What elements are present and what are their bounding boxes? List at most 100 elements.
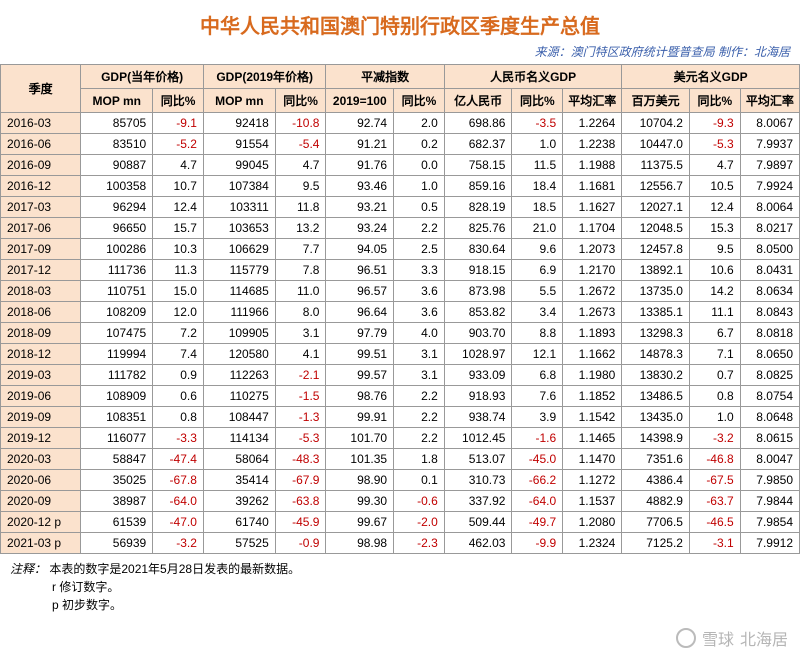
data-cell: 14398.9 [622, 428, 690, 449]
data-cell: 1.1893 [563, 323, 622, 344]
data-cell: 107384 [203, 176, 275, 197]
table-row: 2017-039629412.410331111.893.210.5828.19… [1, 197, 800, 218]
data-cell: 1.1627 [563, 197, 622, 218]
data-cell: 7.9937 [740, 134, 799, 155]
data-cell: 12048.5 [622, 218, 690, 239]
data-cell: 3.1 [275, 323, 326, 344]
data-cell: 4882.9 [622, 491, 690, 512]
data-cell: 8.0754 [740, 386, 799, 407]
data-cell: 114685 [203, 281, 275, 302]
col-header: 平减指数 [326, 65, 444, 89]
data-cell: 7125.2 [622, 533, 690, 554]
data-cell: 12457.8 [622, 239, 690, 260]
period-cell: 2018-03 [1, 281, 81, 302]
data-cell: 0.8 [689, 386, 740, 407]
data-cell: 825.76 [444, 218, 512, 239]
data-cell: 0.7 [689, 365, 740, 386]
data-cell: 7.9897 [740, 155, 799, 176]
period-cell: 2019-12 [1, 428, 81, 449]
data-cell: 1.1988 [563, 155, 622, 176]
data-cell: 93.24 [326, 218, 394, 239]
data-cell: 13385.1 [622, 302, 690, 323]
data-cell: 12.0 [153, 302, 204, 323]
data-cell: 1.2673 [563, 302, 622, 323]
data-cell: 8.0615 [740, 428, 799, 449]
data-cell: 2.0 [394, 113, 445, 134]
data-cell: 18.5 [512, 197, 563, 218]
data-cell: -3.2 [153, 533, 204, 554]
data-cell: 1.1542 [563, 407, 622, 428]
data-cell: 14878.3 [622, 344, 690, 365]
data-cell: 13486.5 [622, 386, 690, 407]
table-row: 2020-0938987-64.039262-63.899.30-0.6337.… [1, 491, 800, 512]
data-cell: 58847 [81, 449, 153, 470]
period-cell: 2019-06 [1, 386, 81, 407]
data-cell: 96294 [81, 197, 153, 218]
note-line: p 初步数字。 [10, 598, 122, 612]
data-cell: 9.5 [689, 239, 740, 260]
data-cell: 7351.6 [622, 449, 690, 470]
data-cell: 933.09 [444, 365, 512, 386]
data-cell: 1.2264 [563, 113, 622, 134]
data-cell: 3.6 [394, 302, 445, 323]
data-cell: 698.86 [444, 113, 512, 134]
period-cell: 2018-09 [1, 323, 81, 344]
data-cell: 93.21 [326, 197, 394, 218]
data-cell: 8.8 [512, 323, 563, 344]
data-cell: 99.57 [326, 365, 394, 386]
data-cell: 96650 [81, 218, 153, 239]
data-cell: -3.5 [512, 113, 563, 134]
data-cell: 11.1 [689, 302, 740, 323]
data-cell: 8.0650 [740, 344, 799, 365]
data-cell: 7.4 [153, 344, 204, 365]
data-cell: 100286 [81, 239, 153, 260]
data-cell: 11.5 [512, 155, 563, 176]
data-cell: 114134 [203, 428, 275, 449]
data-cell: -5.3 [689, 134, 740, 155]
data-cell: 1.2170 [563, 260, 622, 281]
table-row: 2020-0635025-67.835414-67.998.900.1310.7… [1, 470, 800, 491]
table-row: 2016-09908874.7990454.791.760.0758.1511.… [1, 155, 800, 176]
data-cell: 8.0047 [740, 449, 799, 470]
table-row: 2017-1211173611.31157797.896.513.3918.15… [1, 260, 800, 281]
data-cell: 2.5 [394, 239, 445, 260]
data-cell: 6.9 [512, 260, 563, 281]
period-cell: 2017-12 [1, 260, 81, 281]
data-cell: 7.2 [153, 323, 204, 344]
data-cell: 0.0 [394, 155, 445, 176]
table-row: 2018-0311075115.011468511.096.573.6873.9… [1, 281, 800, 302]
data-cell: 0.2 [394, 134, 445, 155]
data-cell: 12.4 [153, 197, 204, 218]
period-cell: 2018-06 [1, 302, 81, 323]
data-cell: -3.1 [689, 533, 740, 554]
data-cell: 116077 [81, 428, 153, 449]
data-cell: 8.0431 [740, 260, 799, 281]
data-cell: 111966 [203, 302, 275, 323]
data-cell: 11.0 [275, 281, 326, 302]
period-cell: 2021-03 p [1, 533, 81, 554]
period-cell: 2016-12 [1, 176, 81, 197]
data-cell: 56939 [81, 533, 153, 554]
data-cell: 106629 [203, 239, 275, 260]
period-cell: 2020-03 [1, 449, 81, 470]
data-cell: -64.0 [512, 491, 563, 512]
data-cell: 337.92 [444, 491, 512, 512]
data-cell: 98.90 [326, 470, 394, 491]
col-subheader: 2019=100 [326, 89, 394, 113]
data-cell: 853.82 [444, 302, 512, 323]
data-cell: 103311 [203, 197, 275, 218]
period-cell: 2017-03 [1, 197, 81, 218]
data-cell: 85705 [81, 113, 153, 134]
col-subheader: 同比% [689, 89, 740, 113]
col-header: 人民币名义GDP [444, 65, 622, 89]
data-cell: 97.79 [326, 323, 394, 344]
data-cell: 8.0825 [740, 365, 799, 386]
table-row: 2019-061089090.6110275-1.598.762.2918.93… [1, 386, 800, 407]
data-cell: 92.74 [326, 113, 394, 134]
data-cell: 509.44 [444, 512, 512, 533]
data-cell: 1.2672 [563, 281, 622, 302]
data-cell: 108209 [81, 302, 153, 323]
data-cell: 758.15 [444, 155, 512, 176]
data-cell: 101.35 [326, 449, 394, 470]
period-cell: 2019-09 [1, 407, 81, 428]
